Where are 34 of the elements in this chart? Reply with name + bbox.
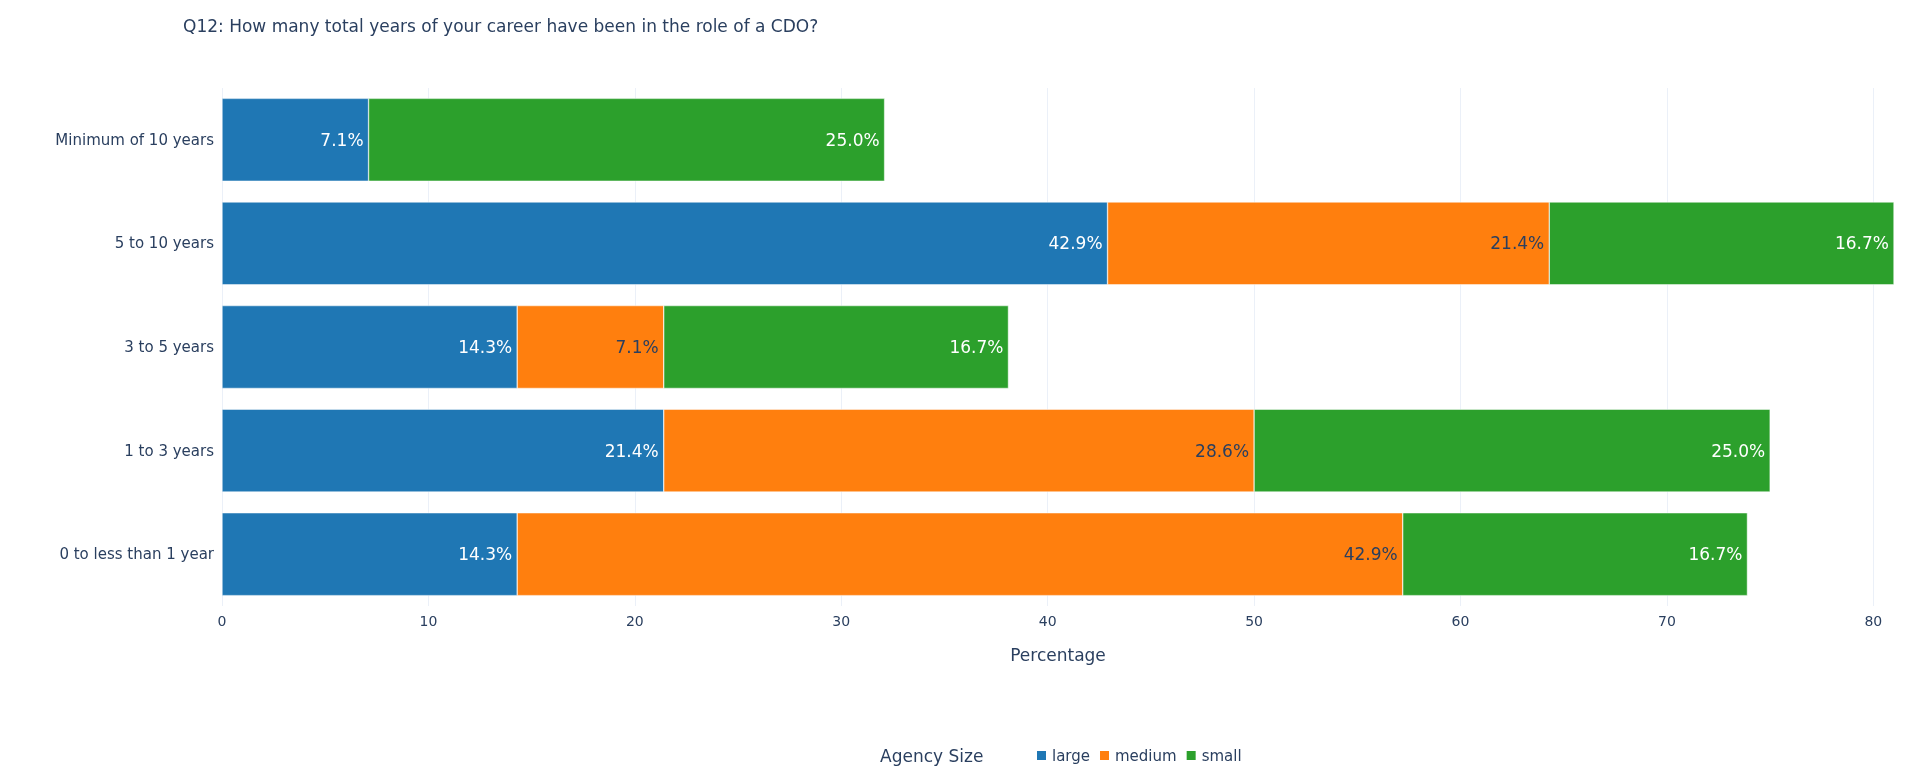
y-tick-label: Minimum of 10 years (55, 130, 215, 149)
data-label: 42.9% (1048, 233, 1103, 254)
x-tick-label: 80 (1864, 613, 1883, 629)
y-tick-label: 1 to 3 years (124, 441, 215, 460)
x-tick-label: 60 (1451, 613, 1470, 629)
data-label: 16.7% (1688, 544, 1743, 565)
x-tick-label: 0 (217, 613, 227, 629)
x-tick-label: 30 (832, 613, 851, 629)
data-label: 21.4% (1490, 233, 1545, 254)
data-label: 21.4% (604, 440, 659, 461)
x-tick-label: 10 (419, 613, 438, 629)
x-tick-label: 20 (625, 613, 644, 629)
legend-title: Agency Size (880, 745, 984, 766)
x-tick-label: 70 (1658, 613, 1676, 629)
data-label: 7.1% (615, 337, 659, 357)
data-label: 25.0% (825, 129, 880, 150)
x-axis-title: Percentage (1010, 644, 1106, 665)
y-tick-label: 0 to less than 1 year (59, 545, 215, 564)
data-label: 7.1% (320, 129, 364, 150)
data-label: 25.0% (1711, 440, 1766, 461)
x-tick-label: 50 (1245, 613, 1264, 629)
data-label: 42.9% (1343, 544, 1398, 565)
data-label: 14.3% (458, 544, 513, 565)
data-label: 14.3% (458, 337, 513, 357)
y-tick-label: 3 to 5 years (124, 338, 215, 356)
y-tick-label: 5 to 10 years (114, 234, 215, 253)
data-label: 16.7% (949, 337, 1004, 357)
data-label: 28.6% (1195, 440, 1250, 461)
chart-title: Q12: How many total years of your career have been in the role of a CDO? (183, 15, 819, 36)
x-tick-label: 40 (1038, 613, 1057, 629)
legend-label: large (1052, 746, 1091, 765)
data-label: 16.7% (1834, 233, 1889, 254)
legend-label: medium (1115, 746, 1177, 765)
legend-label: small (1201, 746, 1242, 765)
